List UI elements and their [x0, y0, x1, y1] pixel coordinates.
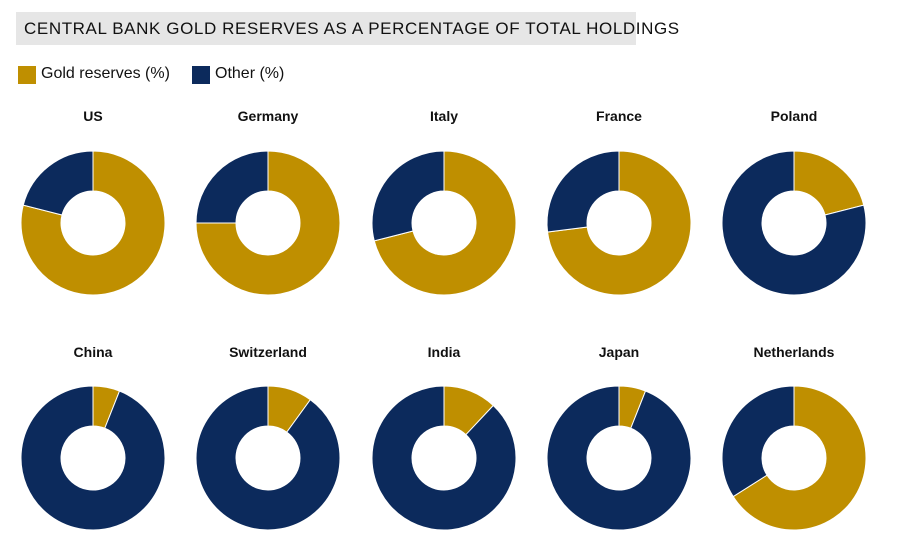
slice-other-japan [546, 385, 692, 531]
country-label-china: China [74, 344, 113, 360]
slice-other-france [546, 150, 620, 233]
slice-gold-poland [793, 150, 865, 216]
slice-other-india [371, 385, 517, 531]
slice-other-netherlands [721, 385, 795, 498]
country-label-italy: Italy [430, 108, 458, 124]
slice-gold-us [20, 150, 166, 296]
country-label-poland: Poland [771, 108, 818, 124]
country-label-us: US [83, 108, 102, 124]
legend-swatch-other [192, 66, 210, 84]
slice-other-poland [721, 150, 867, 296]
country-label-france: France [596, 108, 642, 124]
slice-other-switzerland [195, 385, 341, 531]
legend-label-gold: Gold reserves (%) [41, 65, 170, 82]
country-label-switzerland: Switzerland [229, 344, 307, 360]
country-label-netherlands: Netherlands [754, 344, 835, 360]
slice-gold-italy [373, 150, 517, 296]
chart-title: CENTRAL BANK GOLD RESERVES AS A PERCENTA… [24, 19, 680, 38]
slice-gold-france [547, 150, 692, 296]
slice-other-italy [371, 150, 445, 242]
title-box: CENTRAL BANK GOLD RESERVES AS A PERCENTA… [16, 12, 679, 45]
country-label-japan: Japan [599, 344, 639, 360]
country-label-germany: Germany [238, 108, 299, 124]
slice-gold-netherlands [732, 385, 867, 531]
slice-other-us [22, 150, 94, 216]
slice-other-germany [195, 150, 269, 224]
slice-gold-germany [195, 150, 341, 296]
legend-label-other: Other (%) [215, 65, 285, 82]
legend-swatch-gold [18, 66, 36, 84]
country-label-india: India [428, 344, 461, 360]
slice-other-china [20, 385, 166, 531]
